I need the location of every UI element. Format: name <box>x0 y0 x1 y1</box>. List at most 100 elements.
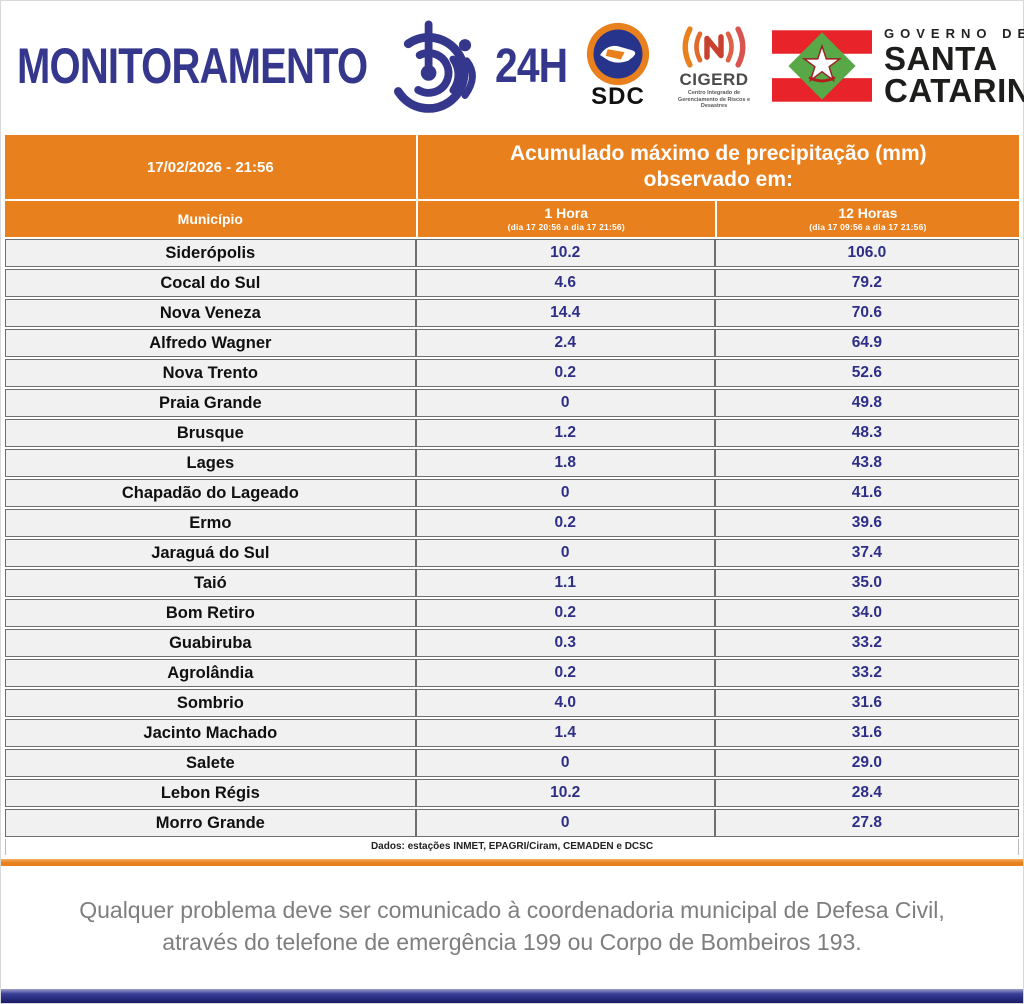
precip-1h-cell: 14.4 <box>415 299 715 327</box>
table-row: Cocal do Sul 4.6 79.2 <box>5 269 1019 297</box>
table-row: Nova Trento 0.2 52.6 <box>5 359 1019 387</box>
municipality-cell: Morro Grande <box>5 809 416 837</box>
precip-12h-cell: 33.2 <box>714 629 1019 657</box>
municipality-cell: Ermo <box>5 509 416 537</box>
precip-1h-cell: 1.8 <box>415 449 715 477</box>
precip-12h-cell: 28.4 <box>714 779 1019 807</box>
municipality-cell: Lebon Régis <box>5 779 416 807</box>
table-row: Guabiruba 0.3 33.2 <box>5 629 1019 657</box>
table-row: Praia Grande 0 49.8 <box>5 389 1019 417</box>
precip-12h-cell: 106.0 <box>714 239 1019 267</box>
precip-12h-cell: 64.9 <box>714 329 1019 357</box>
report-timestamp: 17/02/2026 - 21:56 <box>5 135 416 199</box>
precip-1h-cell: 0.2 <box>415 659 715 687</box>
municipality-cell: Taió <box>5 569 416 597</box>
column-header-1-hora: 1 Hora (dia 17 20:56 a dia 17 21:56) <box>415 201 715 237</box>
precip-12h-cell: 43.8 <box>714 449 1019 477</box>
municipality-cell: Siderópolis <box>5 239 416 267</box>
precip-12h-cell: 33.2 <box>714 659 1019 687</box>
municipality-cell: Jaraguá do Sul <box>5 539 416 567</box>
municipality-cell: Cocal do Sul <box>5 269 416 297</box>
precip-12h-cell: 52.6 <box>714 359 1019 387</box>
hour1-range: (dia 17 20:56 a dia 17 21:56) <box>507 221 625 232</box>
santa-label: SANTA <box>884 40 998 78</box>
hour1-label: 1 Hora <box>544 205 588 222</box>
governo-de-label: GOVERNO DE <box>884 26 1024 42</box>
footer-line-1: Qualquer problema deve ser comunicado à … <box>79 897 945 924</box>
partner-logos: SDC CIGERD Centro Integrado de Gerenciam… <box>580 21 1024 111</box>
table-title: Acumulado máximo de precipitação (mm) ob… <box>415 135 1019 199</box>
sdc-emblem-icon <box>585 21 651 87</box>
governo-sc-wordmark: GOVERNO DE SANTA CATARINA <box>884 26 1024 107</box>
precip-12h-cell: 70.6 <box>714 299 1019 327</box>
municipality-cell: Agrolândia <box>5 659 416 687</box>
precip-12h-cell: 31.6 <box>714 689 1019 717</box>
table-row: Agrolândia 0.2 33.2 <box>5 659 1019 687</box>
table-row: Lebon Régis 10.2 28.4 <box>5 779 1019 807</box>
orange-divider <box>1 859 1023 866</box>
precip-1h-cell: 1.1 <box>415 569 715 597</box>
municipality-cell: Guabiruba <box>5 629 416 657</box>
cigerd-label: CIGERD <box>679 70 749 90</box>
table-title-row: 17/02/2026 - 21:56 Acumulado máximo de p… <box>5 135 1019 199</box>
precip-1h-cell: 0.2 <box>415 599 715 627</box>
municipality-cell: Salete <box>5 749 416 777</box>
table-row: Ermo 0.2 39.6 <box>5 509 1019 537</box>
precip-12h-cell: 79.2 <box>714 269 1019 297</box>
precip-1h-cell: 10.2 <box>415 239 715 267</box>
precip-12h-cell: 29.0 <box>714 749 1019 777</box>
table-row: Sombrio 4.0 31.6 <box>5 689 1019 717</box>
logo-bar: MONITORAMENTO 24H <box>1 1 1024 131</box>
cigerd-logo: CIGERD Centro Integrado de Gerenciamento… <box>672 22 756 110</box>
table-row: Salete 0 29.0 <box>5 749 1019 777</box>
precip-12h-cell: 49.8 <box>714 389 1019 417</box>
precip-12h-cell: 31.6 <box>714 719 1019 747</box>
precip-1h-cell: 1.4 <box>415 719 715 747</box>
brand-24h-label: 24H <box>494 39 568 93</box>
precip-1h-cell: 0.2 <box>415 359 715 387</box>
table-row: Lages 1.8 43.8 <box>5 449 1019 477</box>
precip-12h-cell: 48.3 <box>714 419 1019 447</box>
table-row: Taió 1.1 35.0 <box>5 569 1019 597</box>
source-note: Dados: estações INMET, EPAGRI/Ciram, CEM… <box>5 839 1019 855</box>
bottom-navy-bar <box>1 989 1023 1003</box>
precip-12h-cell: 37.4 <box>714 539 1019 567</box>
table-header-row: Município 1 Hora (dia 17 20:56 a dia 17 … <box>5 201 1019 237</box>
precip-12h-cell: 27.8 <box>714 809 1019 837</box>
precip-12h-cell: 34.0 <box>714 599 1019 627</box>
precip-1h-cell: 4.6 <box>415 269 715 297</box>
precip-1h-cell: 0.3 <box>415 629 715 657</box>
precip-1h-cell: 2.4 <box>415 329 715 357</box>
table-row: Alfredo Wagner 2.4 64.9 <box>5 329 1019 357</box>
column-header-12-horas: 12 Horas (dia 17 09:56 a dia 17 21:56) <box>714 201 1019 237</box>
precip-1h-cell: 1.2 <box>415 419 715 447</box>
precip-12h-cell: 39.6 <box>714 509 1019 537</box>
hour12-label: 12 Horas <box>838 205 898 222</box>
municipality-cell: Chapadão do Lageado <box>5 479 416 507</box>
municipality-cell: Lages <box>5 449 416 477</box>
table-row: Brusque 1.2 48.3 <box>5 419 1019 447</box>
santa-catarina-flag-icon <box>772 30 872 102</box>
precip-1h-cell: 0 <box>415 479 715 507</box>
table-row: Chapadão do Lageado 0 41.6 <box>5 479 1019 507</box>
table-row: Bom Retiro 0.2 34.0 <box>5 599 1019 627</box>
precip-1h-cell: 0 <box>415 809 715 837</box>
municipality-cell: Praia Grande <box>5 389 416 417</box>
monitoramento-24h-logo: MONITORAMENTO 24H <box>17 12 580 120</box>
precip-1h-cell: 10.2 <box>415 779 715 807</box>
table-row: Nova Veneza 14.4 70.6 <box>5 299 1019 327</box>
column-header-municipio: Município <box>5 201 416 237</box>
footer-line-2: através do telefone de emergência 199 ou… <box>162 928 862 955</box>
cigerd-subtitle: Centro Integrado de Gerenciamento de Ris… <box>677 90 751 110</box>
precip-table-body: Siderópolis 10.2 106.0 Cocal do Sul 4.6 79.2 N… <box>5 239 1019 837</box>
table-row: Jacinto Machado 1.4 31.6 <box>5 719 1019 747</box>
hour12-range: (dia 17 09:56 a dia 17 21:56) <box>809 221 927 232</box>
footer-message: Qualquer problema deve ser comunicado à … <box>1 866 1023 989</box>
municipality-cell: Brusque <box>5 419 416 447</box>
precip-12h-cell: 41.6 <box>714 479 1019 507</box>
cigerd-waves-icon <box>679 22 749 72</box>
precip-1h-cell: 4.0 <box>415 689 715 717</box>
precip-12h-cell: 35.0 <box>714 569 1019 597</box>
municipality-cell: Jacinto Machado <box>5 719 416 747</box>
municipality-cell: Sombrio <box>5 689 416 717</box>
